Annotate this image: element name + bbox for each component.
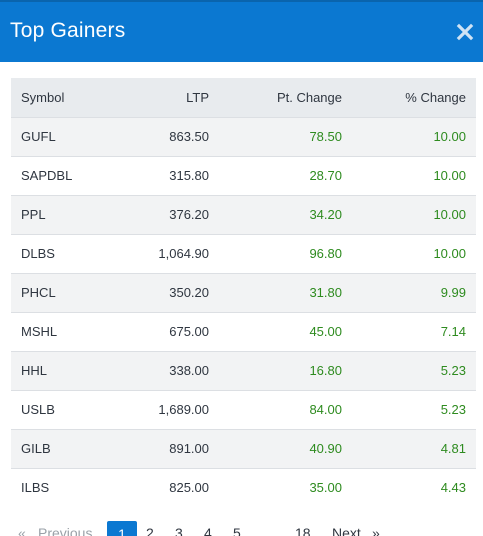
next-button[interactable]: Next: [332, 525, 361, 536]
modal-header: Top Gainers: [0, 0, 483, 62]
cell-ltp: 825.00: [169, 480, 209, 496]
table-row[interactable]: MSHL 675.00 45.00 7.14: [11, 312, 476, 351]
cell-ltp: 350.20: [169, 285, 209, 300]
close-icon: [456, 23, 474, 41]
cell-pct-change: 10.00: [433, 246, 466, 261]
page-1-button[interactable]: 1: [107, 521, 137, 536]
previous-arrow[interactable]: «: [18, 525, 26, 536]
cell-symbol[interactable]: PHCL: [21, 285, 56, 300]
cell-pct-change: 9.99: [440, 285, 466, 300]
cell-pct-change: 4.43: [440, 480, 466, 496]
cell-pct-change: 7.14: [440, 324, 466, 339]
cell-ltp: 376.20: [169, 207, 209, 222]
table-row[interactable]: GUFL 863.50 78.50 10.00: [11, 117, 476, 156]
table-row[interactable]: PHCL 350.20 31.80 9.99: [11, 273, 476, 312]
cell-pt-change: 34.20: [309, 207, 342, 222]
cell-symbol[interactable]: PPL: [21, 207, 46, 222]
cell-ltp: 1,064.90: [158, 246, 209, 261]
header-pt-change[interactable]: Pt. Change: [276, 89, 342, 105]
cell-pct-change: 4.81: [440, 441, 466, 456]
header-symbol[interactable]: Symbol: [21, 89, 65, 105]
cell-symbol[interactable]: GILB: [21, 441, 51, 456]
table-header: Symbol LTP Pt. Change % Change: [11, 78, 476, 117]
table-row[interactable]: GILB 891.00 40.90 4.81: [11, 429, 476, 468]
table-row[interactable]: DLBS 1,064.90 96.80 10.00: [11, 234, 476, 273]
cell-pt-change: 28.70: [309, 168, 342, 183]
cell-ltp: 1,689.00: [158, 402, 209, 417]
cell-symbol[interactable]: SAPDBL: [21, 168, 73, 183]
modal-title: Top Gainers: [10, 19, 126, 42]
close-button[interactable]: [453, 20, 477, 44]
page-18-button[interactable]: 18: [295, 525, 311, 536]
header-ltp[interactable]: LTP: [186, 89, 209, 105]
cell-symbol[interactable]: GUFL: [21, 129, 56, 144]
cell-pct-change: 10.00: [433, 207, 466, 222]
cell-symbol[interactable]: ILBS: [21, 480, 50, 496]
cell-pct-change: 10.00: [433, 168, 466, 183]
table-row[interactable]: USLB 1,689.00 84.00 5.23: [11, 390, 476, 429]
table-header-row: Symbol LTP Pt. Change % Change: [11, 78, 476, 117]
table-body: GUFL 863.50 78.50 10.00 SAPDBL 315.80 28…: [11, 117, 476, 507]
header-pct-change[interactable]: % Change: [405, 89, 466, 105]
cell-ltp: 891.00: [169, 441, 209, 456]
page-3-button[interactable]: 3: [175, 525, 183, 536]
cell-pct-change: 10.00: [433, 129, 466, 144]
cell-pct-change: 5.23: [440, 363, 466, 378]
gainers-table: Symbol LTP Pt. Change % Change GUFL 863.…: [11, 78, 476, 507]
table-row[interactable]: SAPDBL 315.80 28.70 10.00: [11, 156, 476, 195]
cell-ltp: 863.50: [169, 129, 209, 144]
cell-symbol[interactable]: MSHL: [21, 324, 58, 339]
page-2-button[interactable]: 2: [146, 525, 154, 536]
cell-ltp: 315.80: [169, 168, 209, 183]
cell-pt-change: 45.00: [309, 324, 342, 339]
table-row[interactable]: HHL 338.00 16.80 5.23: [11, 351, 476, 390]
cell-pt-change: 96.80: [309, 246, 342, 261]
cell-ltp: 338.00: [169, 363, 209, 378]
next-arrow[interactable]: »: [372, 525, 380, 536]
cell-pt-change: 35.00: [309, 480, 342, 496]
cell-pt-change: 78.50: [309, 129, 342, 144]
cell-pct-change: 5.23: [440, 402, 466, 417]
cell-symbol[interactable]: HHL: [21, 363, 48, 378]
page-5-button[interactable]: 5: [233, 525, 241, 536]
cell-ltp: 675.00: [169, 324, 209, 339]
cell-pt-change: 40.90: [309, 441, 342, 456]
cell-pt-change: 31.80: [309, 285, 342, 300]
gainers-table-container: Symbol LTP Pt. Change % Change GUFL 863.…: [11, 78, 476, 507]
cell-pt-change: 84.00: [309, 402, 342, 417]
cell-pt-change: 16.80: [309, 363, 342, 378]
cell-symbol[interactable]: DLBS: [21, 246, 55, 261]
previous-button[interactable]: Previous: [38, 525, 93, 536]
cell-symbol[interactable]: USLB: [21, 402, 55, 417]
page-4-button[interactable]: 4: [204, 525, 212, 536]
table-row[interactable]: ILBS 825.00 35.00 4.43: [11, 468, 476, 507]
table-row[interactable]: PPL 376.20 34.20 10.00: [11, 195, 476, 234]
